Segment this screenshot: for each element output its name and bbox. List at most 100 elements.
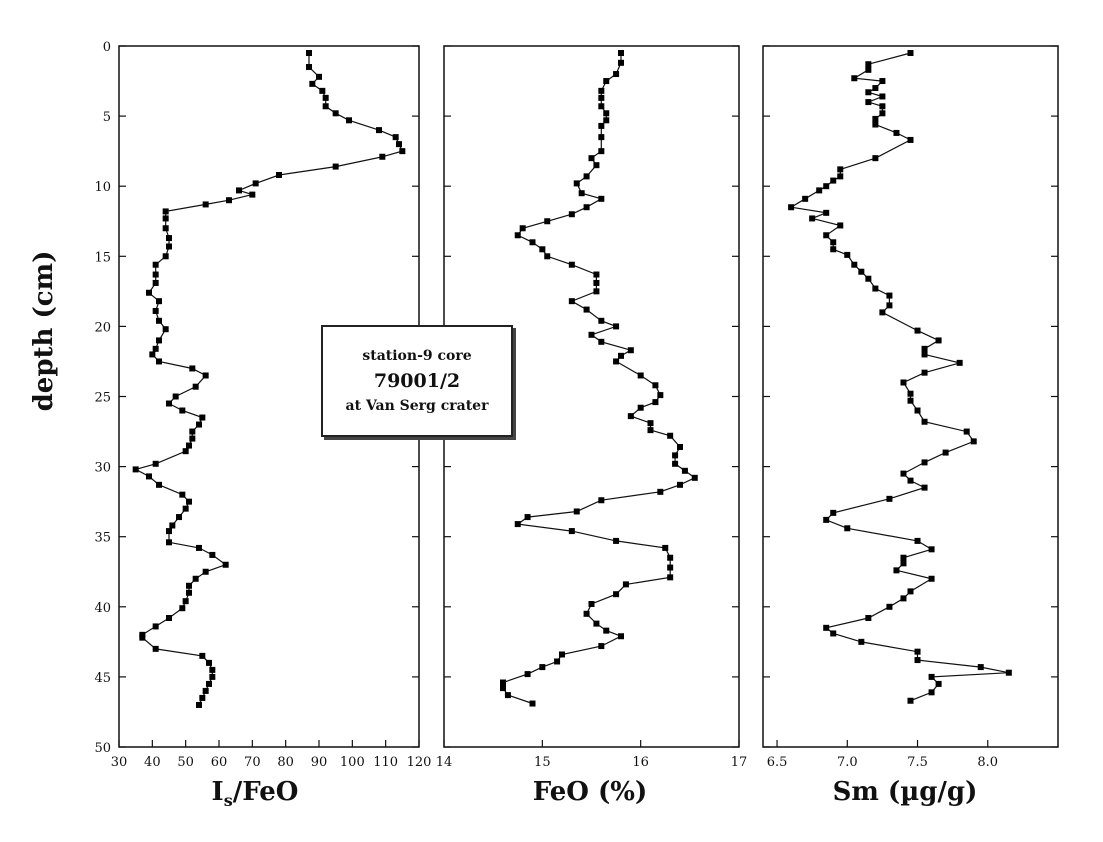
data-point <box>921 369 928 376</box>
data-point <box>830 630 837 637</box>
data-point <box>893 129 900 136</box>
data-point <box>554 658 561 665</box>
data-point <box>598 338 605 345</box>
data-point <box>316 73 322 80</box>
data-point <box>583 610 590 617</box>
data-point <box>162 208 169 215</box>
data-point <box>166 400 172 407</box>
data-point <box>544 253 551 260</box>
data-point <box>182 598 189 605</box>
data-point <box>691 474 698 481</box>
data-point <box>568 528 575 535</box>
data-point <box>823 516 830 523</box>
data-point <box>226 197 232 204</box>
data-point <box>613 71 620 78</box>
data-point <box>672 452 679 459</box>
data-point <box>865 99 872 106</box>
data-point <box>598 643 605 650</box>
data-point <box>156 298 162 305</box>
data-point <box>935 337 942 344</box>
data-point <box>139 634 146 641</box>
data-point <box>346 117 352 124</box>
data-point <box>872 285 879 292</box>
data-point <box>189 365 196 372</box>
x-tick-label: 15 <box>534 755 551 770</box>
data-point <box>376 127 382 134</box>
x-tick-label: 100 <box>340 755 365 770</box>
data-point <box>637 404 644 411</box>
data-point <box>166 235 172 242</box>
data-point <box>622 581 629 588</box>
y-tick-label: 10 <box>94 180 111 195</box>
x-tick-label: 8.0 <box>977 755 998 770</box>
data-point <box>166 528 172 535</box>
data-point <box>202 372 209 379</box>
data-point <box>593 271 600 278</box>
y-tick-label: 40 <box>94 601 111 616</box>
data-point <box>189 435 196 442</box>
data-point <box>379 153 386 160</box>
data-point <box>598 148 605 155</box>
data-point <box>802 195 809 202</box>
data-point <box>921 351 928 358</box>
data-point <box>568 261 575 268</box>
data-point <box>865 89 872 96</box>
y-tick-label: 50 <box>94 741 111 756</box>
data-point <box>879 309 886 316</box>
data-point <box>196 701 202 708</box>
data-point <box>249 191 256 198</box>
data-point <box>588 155 595 162</box>
y-tick-label: 5 <box>103 110 111 125</box>
x-axis-title-sm: Sm (µg/g) <box>833 777 978 807</box>
data-point <box>179 407 186 414</box>
data-point <box>872 115 879 122</box>
data-point <box>672 460 679 467</box>
data-point <box>322 94 329 101</box>
y-axis-title: depth (cm) <box>29 251 59 412</box>
data-point <box>921 484 928 491</box>
x-tick-label: 17 <box>731 755 748 770</box>
data-point <box>613 591 620 598</box>
x-tick-label: 60 <box>211 755 228 770</box>
data-point <box>613 537 620 544</box>
data-point <box>823 232 830 239</box>
y-tick-label: 35 <box>94 531 111 546</box>
data-point <box>970 438 977 445</box>
data-point <box>886 603 893 610</box>
data-point <box>652 399 659 406</box>
data-point <box>186 442 192 449</box>
core-label-box: station-9 core 79001/2 at Van Serg crate… <box>321 325 513 437</box>
data-point <box>504 692 511 699</box>
data-point <box>206 659 212 666</box>
data-point <box>921 345 928 352</box>
x-tick-label: 90 <box>311 755 328 770</box>
x-tick-label: 7.5 <box>907 755 928 770</box>
x-tick-label: 40 <box>144 755 161 770</box>
data-point <box>667 432 674 439</box>
x-tick-label: 14 <box>436 755 453 770</box>
data-point <box>830 177 837 184</box>
data-point <box>209 666 216 673</box>
data-point <box>152 279 159 286</box>
data-point <box>603 78 610 85</box>
data-point <box>928 673 935 680</box>
data-point <box>647 427 654 434</box>
data-point <box>657 488 664 495</box>
data-point <box>844 525 851 532</box>
data-point <box>1005 669 1012 676</box>
data-point <box>132 466 139 473</box>
data-point <box>162 253 169 260</box>
data-point <box>186 589 192 596</box>
data-point <box>396 141 402 148</box>
x-tick-label: 7.0 <box>837 755 858 770</box>
data-point <box>583 173 590 180</box>
data-point <box>209 551 216 558</box>
data-point <box>156 358 162 365</box>
data-point <box>928 689 935 696</box>
data-point <box>935 680 942 687</box>
data-point <box>156 481 162 488</box>
data-point <box>172 393 179 400</box>
y-tick-label: 30 <box>94 461 111 476</box>
x-axis-title-feo: FeO (%) <box>533 777 648 807</box>
data-point <box>500 679 506 686</box>
